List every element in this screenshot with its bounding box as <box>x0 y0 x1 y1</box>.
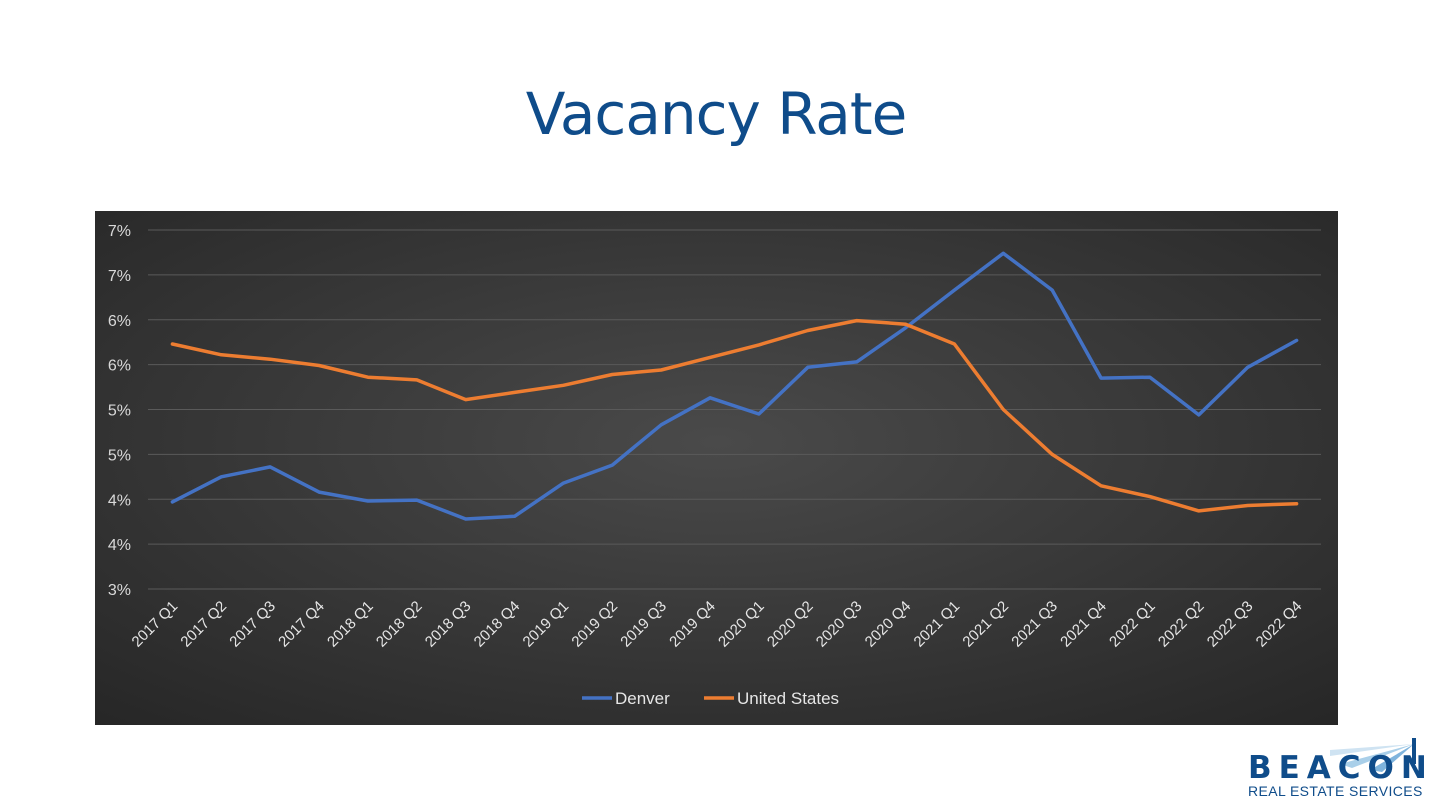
y-tick-label: 3% <box>108 582 131 599</box>
legend-label-united-states: United States <box>737 689 839 708</box>
series-lines <box>170 251 1299 521</box>
beacon-logo: BEACON REAL ESTATE SERVICES <box>1240 736 1432 801</box>
y-tick-label: 4% <box>108 492 131 509</box>
gridlines <box>148 229 1321 590</box>
logo-tagline: REAL ESTATE SERVICES <box>1248 783 1423 799</box>
series-line-united-states <box>170 318 1299 513</box>
lighthouse-rays-icon <box>1330 738 1416 772</box>
y-tick-label: 6% <box>108 358 131 375</box>
y-tick-label: 5% <box>108 447 131 464</box>
vacancy-rate-chart: 3% 4% 4% 5% 5% 6% 6% 7% 7% 2017 Q1 2017 Q2 2017 Q3… <box>95 211 1338 725</box>
series-line-denver <box>170 251 1299 521</box>
y-tick-label: 7% <box>108 223 131 240</box>
logo-wordmark: BEACON <box>1248 750 1432 786</box>
slide-title: Vacancy Rate <box>525 80 908 148</box>
y-tick-label: 6% <box>108 313 131 330</box>
y-tick-label: 7% <box>108 268 131 285</box>
y-tick-label: 4% <box>108 537 131 554</box>
y-axis-ticks: 3% 4% 4% 5% 5% 6% 6% 7% 7% <box>108 223 131 599</box>
plot-background <box>95 211 1338 725</box>
legend: Denver United States <box>582 689 839 708</box>
legend-label-denver: Denver <box>615 689 670 708</box>
y-tick-label: 5% <box>108 403 131 420</box>
